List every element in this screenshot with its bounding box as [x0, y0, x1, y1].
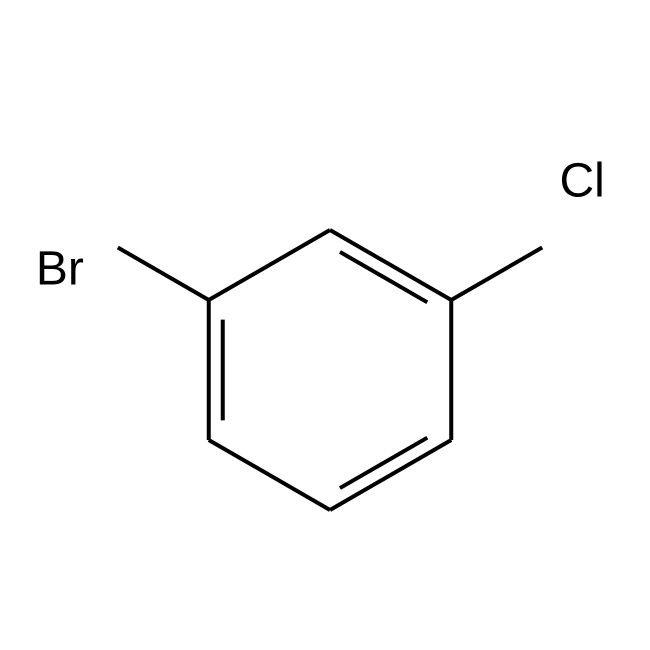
ring-bond [209, 230, 330, 300]
substituent-bond-br [118, 248, 209, 301]
atom-label-br: Br [36, 243, 84, 296]
substituent-bond-cl [451, 248, 542, 301]
ring-bond [209, 440, 330, 510]
atom-label-cl: Cl [559, 155, 604, 208]
ring-bond [330, 230, 451, 300]
molecule-diagram: Cl Br [0, 0, 650, 650]
ring-bond [330, 440, 451, 510]
